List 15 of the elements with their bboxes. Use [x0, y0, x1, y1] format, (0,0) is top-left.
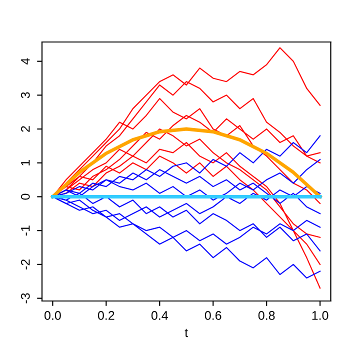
- x-tick-label: 0.8: [258, 311, 275, 320]
- x-tick-label: 0.4: [151, 311, 168, 320]
- x-tick-label: 1.0: [312, 311, 328, 320]
- x-axis-title: t: [184, 328, 188, 338]
- y-tick-label: -2: [20, 260, 30, 270]
- y-tick-label: 0: [20, 194, 30, 200]
- y-tick-label: 2: [20, 126, 30, 132]
- x-tick-label: 0.0: [44, 311, 61, 320]
- y-tick-label: 4: [21, 58, 30, 64]
- y-tick-label: -3: [20, 293, 30, 304]
- x-tick-label: 0.2: [98, 311, 114, 320]
- y-tick-label: 3: [20, 92, 30, 98]
- x-tick-label: 0.6: [204, 311, 222, 320]
- y-tick-label: 1: [21, 160, 30, 166]
- y-tick-label: -1: [21, 226, 30, 236]
